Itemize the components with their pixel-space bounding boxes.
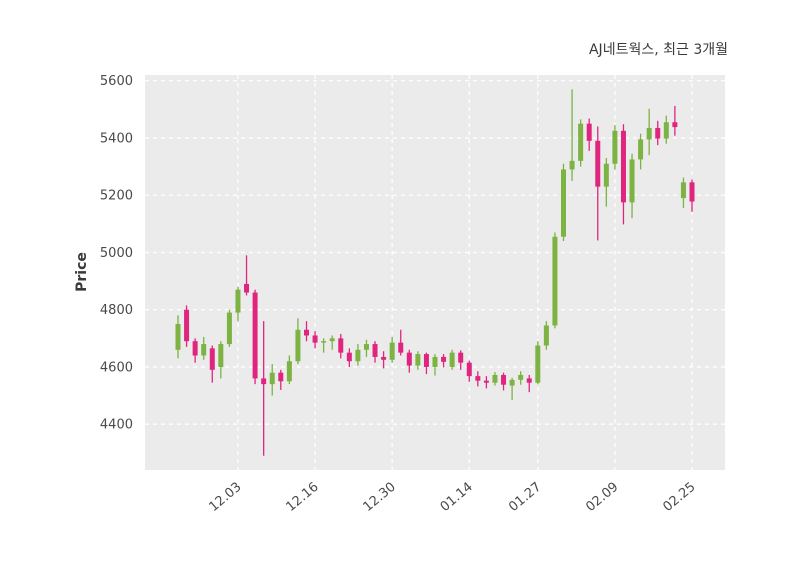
plot-area: [145, 75, 725, 470]
candle-body: [175, 324, 181, 350]
candle-body: [535, 345, 541, 383]
y-tick-label: 5200: [100, 189, 133, 204]
y-axis-label: Price: [74, 252, 90, 292]
candle-body: [286, 361, 292, 382]
candle-body: [483, 380, 489, 383]
candle-body: [415, 354, 421, 366]
candle-body: [261, 378, 267, 385]
candle-body: [561, 169, 566, 237]
candle-body: [492, 374, 498, 383]
candle-body: [295, 329, 301, 362]
candle-body: [638, 139, 644, 160]
candle-body: [680, 182, 686, 199]
candle-body: [655, 127, 661, 139]
candle-body: [552, 236, 558, 326]
candle-body: [269, 372, 275, 385]
candle-body: [338, 338, 344, 353]
x-tick-label: 12.03: [206, 480, 244, 515]
y-tick-label: 5400: [100, 131, 133, 146]
x-tick-label: 12.30: [361, 480, 399, 515]
candle-body: [278, 372, 284, 382]
candle-body: [235, 289, 241, 313]
candle-body: [244, 283, 250, 293]
y-tick-label: 4400: [100, 418, 133, 433]
x-tick-label: 12.16: [283, 480, 321, 515]
y-tick-label: 4800: [100, 303, 133, 318]
candle-body: [578, 123, 584, 161]
chart-title: AJ네트웍스, 최근 3개월: [589, 42, 728, 58]
candle-body: [569, 160, 575, 170]
candle-body: [603, 163, 609, 187]
candle-body: [646, 127, 652, 140]
candle-body: [209, 348, 215, 370]
candle-body: [355, 349, 361, 362]
candle-body: [372, 344, 378, 357]
candle-body: [312, 335, 318, 343]
candle-body: [518, 374, 524, 380]
x-tick-label: 01.14: [438, 480, 476, 515]
candle-body: [441, 356, 447, 362]
candle-body: [475, 376, 481, 381]
candle-body: [432, 356, 438, 367]
x-tick-label: 02.09: [583, 480, 621, 515]
candle-body: [398, 342, 404, 353]
candle-body: [672, 122, 678, 128]
candle-body: [226, 312, 232, 345]
candle-body: [526, 378, 532, 383]
candle-body: [201, 344, 207, 356]
candle-body: [252, 292, 258, 379]
candle-body: [321, 341, 327, 343]
candle-body: [329, 338, 335, 342]
candle-body: [466, 362, 472, 377]
candle-body: [629, 159, 635, 203]
y-tick-label: 5600: [100, 74, 133, 89]
candle-body: [449, 352, 455, 367]
y-tick-label: 4600: [100, 360, 133, 375]
candle-body: [595, 140, 601, 187]
x-tick-label: 02.25: [660, 480, 698, 515]
candle-body: [501, 374, 507, 385]
candle-body: [389, 342, 395, 360]
candle-body: [612, 130, 618, 164]
candle-body: [423, 354, 429, 367]
candle-body: [346, 352, 352, 362]
x-tick-label: 01.27: [506, 480, 544, 515]
candle-body: [620, 130, 626, 203]
candle-body: [192, 341, 198, 356]
candle-body: [509, 379, 515, 386]
candle-body: [689, 182, 695, 202]
candle-body: [184, 309, 190, 342]
candle-body: [543, 325, 549, 346]
candle-body: [304, 329, 309, 336]
y-tick-label: 5000: [100, 246, 133, 261]
candle-body: [663, 122, 669, 139]
candle-body: [458, 352, 464, 363]
candle-body: [406, 352, 412, 366]
candle-body: [363, 344, 369, 350]
candle-body: [381, 356, 387, 360]
candle-body: [586, 123, 592, 141]
candle-body: [218, 344, 224, 367]
